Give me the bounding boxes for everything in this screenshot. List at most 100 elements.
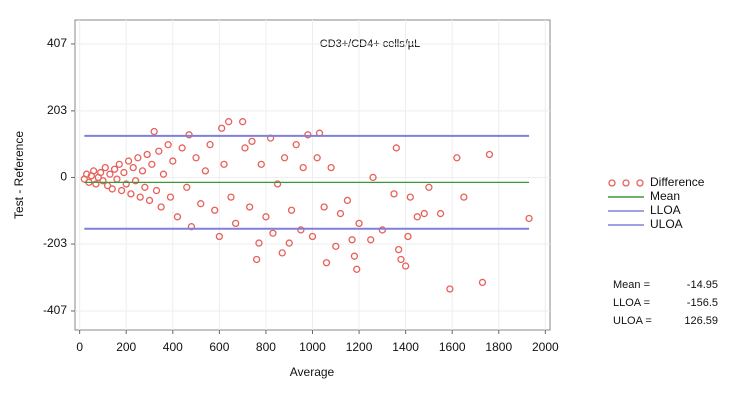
point [313,154,321,162]
point [134,154,142,162]
x-tick-label: 1400 [392,340,419,354]
point [143,150,151,159]
stat-label: LLOA = [613,297,650,309]
point [211,206,219,214]
point [148,160,156,168]
point [478,278,487,287]
point [446,285,454,293]
point [164,141,172,149]
point [285,239,293,247]
point [173,213,182,221]
point [390,190,398,198]
point [192,154,200,162]
point [127,190,135,198]
x-tick-label: 800 [256,340,276,354]
point [395,245,403,254]
point [238,118,247,126]
point [169,157,177,165]
point [225,118,233,126]
legend-marker [622,179,630,187]
point [197,200,205,208]
point [166,193,175,201]
point [273,180,282,188]
point [420,209,428,218]
x-tick-label: 1600 [439,340,466,354]
point [460,193,468,201]
point [425,183,433,191]
point [178,144,186,152]
point [120,168,128,177]
point [367,236,375,244]
point [215,232,224,241]
point [115,160,123,168]
point [206,141,214,149]
point [343,196,352,205]
x-tick-label: 0 [76,340,83,354]
point [292,141,300,149]
point [348,236,356,244]
x-tick-label: 600 [209,340,229,354]
legend-label: Difference [650,175,705,189]
point [241,144,249,152]
point [453,154,461,162]
x-tick-label: 400 [163,340,183,354]
point [108,185,116,193]
stat-value: 126.59 [684,315,718,327]
point [401,262,410,270]
x-tick-label: 200 [116,340,136,354]
point [332,242,340,250]
point [131,177,140,185]
point [320,203,328,211]
point [117,186,126,195]
point [262,213,270,221]
y-tick-label: -203 [43,236,67,250]
point [297,226,305,234]
x-tick-label: 1800 [485,340,512,354]
point [150,127,158,136]
point [101,163,109,172]
point [185,131,193,139]
point [232,219,240,228]
point [278,249,286,257]
point [287,206,296,214]
point [255,239,263,247]
y-tick-label: 407 [47,36,67,50]
y-tick-label: 203 [47,103,67,117]
point [397,255,405,264]
point [245,203,254,211]
point [485,150,494,159]
point [220,160,228,168]
point [413,213,421,221]
legend-label: LLOA [650,203,681,217]
point [96,168,105,177]
point [218,124,226,132]
y-tick-label: 0 [60,170,67,184]
point [269,229,277,237]
point [141,183,149,191]
x-tick-label: 2000 [532,340,559,354]
legend-marker [636,179,644,187]
point [525,214,533,223]
point [350,252,359,260]
point [145,196,154,205]
point [353,265,361,273]
point [355,219,363,228]
point [136,193,144,201]
point [248,137,256,146]
point [129,163,137,172]
legend-label: Mean [650,189,680,203]
y-axis-label: Test - Reference [12,131,26,219]
point [322,259,331,267]
point [201,167,210,175]
point [99,177,107,185]
point [152,186,161,195]
point [155,147,163,155]
point [378,226,387,234]
point [122,180,130,188]
point [106,170,114,178]
point [157,203,165,211]
point [336,209,345,218]
x-tick-label: 1000 [299,340,326,354]
point [280,154,289,162]
